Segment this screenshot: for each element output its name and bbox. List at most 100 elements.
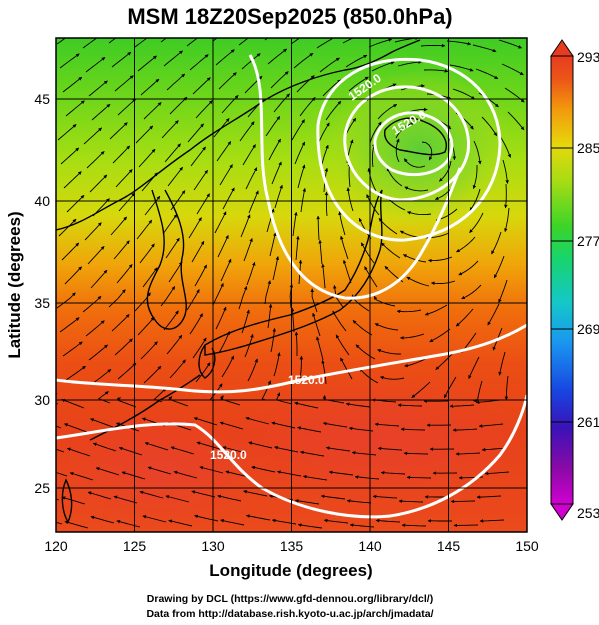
- streamline: [57, 124, 77, 141]
- streamline: [277, 470, 302, 477]
- streamline: [186, 289, 200, 311]
- x-tick-label: 140: [358, 538, 382, 554]
- streamline: [216, 141, 232, 162]
- streamline: [82, 38, 98, 49]
- streamline: [271, 161, 282, 185]
- streamline: [166, 73, 186, 91]
- coastline-taiwan: [61, 478, 73, 524]
- streamline: [90, 515, 115, 524]
- x-axis: 120 125 130 135 140 145 150: [44, 538, 539, 554]
- contour-low-mid: [343, 85, 470, 202]
- streamline: [65, 100, 85, 117]
- colorbar-tick-label: 253: [577, 505, 599, 521]
- streamline: [386, 167, 403, 187]
- streamline: [472, 44, 497, 53]
- y-tick-label: 35: [34, 295, 50, 311]
- streamline: [404, 357, 428, 368]
- streamline: [65, 365, 86, 381]
- streamline: [366, 194, 380, 216]
- streamline: [347, 162, 352, 188]
- streamline: [396, 309, 422, 314]
- streamline: [66, 447, 91, 457]
- streamline: [160, 38, 168, 43]
- streamline: [189, 54, 209, 71]
- streamline: [140, 78, 160, 96]
- streamline: [137, 55, 157, 72]
- streamline: [377, 349, 401, 355]
- streamline: [345, 402, 371, 408]
- streamline: [401, 523, 427, 528]
- streamline: [368, 38, 393, 48]
- x-tick-label: 130: [201, 538, 225, 554]
- streamline: [244, 333, 254, 358]
- streamline: [452, 428, 478, 432]
- streamline: [297, 164, 306, 189]
- streamline: [117, 98, 137, 116]
- streamline: [66, 194, 85, 213]
- streamline: [110, 216, 128, 236]
- streamline: [139, 243, 155, 264]
- streamline: [166, 334, 183, 355]
- streamline: [85, 56, 106, 73]
- streamline: [245, 416, 270, 425]
- streamline: [340, 357, 353, 380]
- streamline: [360, 242, 375, 264]
- streamline: [142, 267, 158, 288]
- streamline: [395, 122, 415, 139]
- streamline: [321, 359, 327, 385]
- streamline: [403, 451, 429, 456]
- streamline: [111, 314, 130, 332]
- streamline: [423, 69, 449, 73]
- streamline: [404, 186, 429, 192]
- streamline: [476, 495, 502, 499]
- streamline: [493, 255, 505, 279]
- streamline: [351, 451, 377, 456]
- streamline: [272, 256, 280, 281]
- streamline: [139, 490, 164, 499]
- streamline: [439, 160, 452, 182]
- streamline: [91, 103, 111, 121]
- streamline: [346, 499, 372, 504]
- streamline: [270, 71, 289, 89]
- streamline: [268, 138, 281, 161]
- colorbar-max-arrow: [550, 39, 574, 57]
- x-tick-label: 150: [515, 538, 539, 554]
- streamline: [238, 285, 248, 310]
- streamline: [117, 362, 137, 380]
- streamline: [377, 446, 403, 451]
- contour-low-outer: [316, 57, 502, 242]
- streamline: [498, 39, 522, 49]
- streamline: [265, 116, 281, 137]
- streamline: [468, 356, 480, 380]
- streamline: [88, 80, 108, 97]
- colorbar: 293 285 277 269 261 253: [550, 39, 599, 521]
- streamline: [56, 448, 65, 453]
- streamline: [455, 452, 481, 456]
- streamline: [290, 307, 295, 333]
- streamline: [291, 119, 305, 141]
- streamline: [435, 352, 454, 370]
- streamline: [168, 261, 183, 283]
- streamline: [191, 490, 216, 498]
- streamline: [294, 141, 306, 165]
- streamline: [189, 313, 203, 335]
- streamline: [335, 334, 350, 356]
- streamline: [429, 328, 451, 343]
- streamline: [217, 234, 229, 258]
- streamline: [112, 145, 131, 164]
- streamline: [498, 279, 508, 303]
- streamline: [214, 211, 227, 234]
- streamline: [322, 421, 348, 428]
- streamline: [400, 427, 426, 432]
- y-axis-label: Latitude (degrees): [5, 211, 24, 358]
- streamline: [406, 276, 430, 287]
- streamline: [251, 465, 276, 473]
- streamline: [267, 48, 287, 65]
- streamline: [381, 242, 401, 259]
- streamline: [168, 396, 189, 407]
- streamline: [296, 75, 315, 93]
- streamline: [88, 344, 108, 361]
- streamline: [196, 441, 221, 450]
- streamline: [461, 284, 482, 300]
- x-axis-label: Longitude (degrees): [209, 561, 372, 580]
